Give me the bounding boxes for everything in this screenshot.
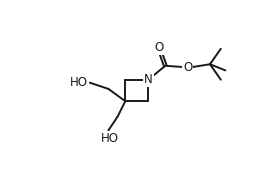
Text: O: O — [154, 41, 164, 54]
Text: HO: HO — [70, 76, 87, 89]
Text: N: N — [144, 73, 153, 86]
Text: HO: HO — [101, 132, 119, 145]
Text: O: O — [183, 61, 192, 74]
